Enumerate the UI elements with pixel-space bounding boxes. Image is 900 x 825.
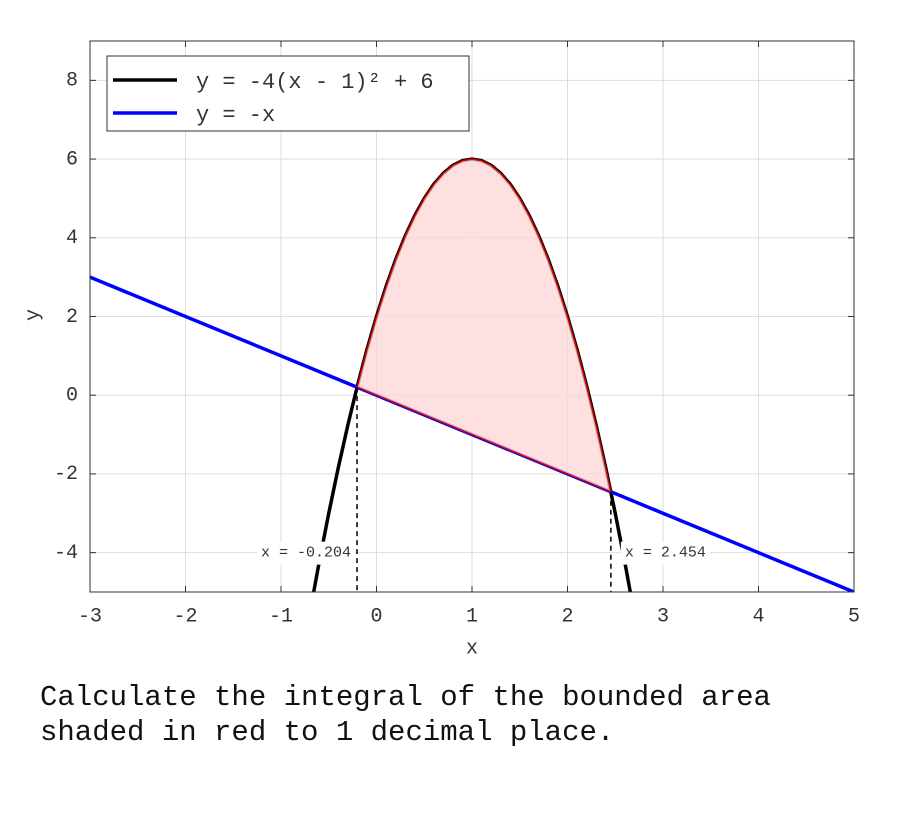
y-tick-label: -4 <box>54 542 78 565</box>
y-tick-label: 8 <box>66 70 78 93</box>
legend-label: y = -x <box>196 103 275 128</box>
annotation-bg <box>257 541 356 565</box>
y-tick-label: 0 <box>66 384 78 407</box>
annotation-label: x = 2.454 <box>625 545 706 562</box>
x-tick-label: 0 <box>370 605 382 628</box>
x-tick-label: 2 <box>561 605 573 628</box>
legend-box <box>106 55 470 132</box>
legend-label: y = -4(x - 1)² + 6 <box>196 70 434 95</box>
x-axis-label: x <box>466 637 478 660</box>
x-tick-label: -1 <box>269 605 293 628</box>
x-tick-label: -3 <box>78 605 102 628</box>
annotation-bg <box>620 541 710 565</box>
y-tick-label: 6 <box>66 148 78 171</box>
x-tick-label: 4 <box>752 605 764 628</box>
y-tick-label: 2 <box>66 306 78 329</box>
x-tick-label: 3 <box>657 605 669 628</box>
shaded-area <box>356 158 612 494</box>
question: Calculate the integral of the bounded ar… <box>40 681 771 749</box>
y-axis-label: y <box>22 309 45 321</box>
y-tick-label: 4 <box>66 227 78 250</box>
plot-frame <box>89 40 855 593</box>
x-tick-label: 1 <box>466 605 478 628</box>
chart: x y y = -4(x - 1)² + 6 y = -x -3 -2 -1 0 1 2 3 4… <box>22 40 860 660</box>
annotation-label: x = -0.204 <box>261 545 351 562</box>
x-tick-label: -2 <box>173 605 197 628</box>
y-tick-label: -2 <box>54 463 78 486</box>
x-tick-label: 5 <box>848 605 860 628</box>
